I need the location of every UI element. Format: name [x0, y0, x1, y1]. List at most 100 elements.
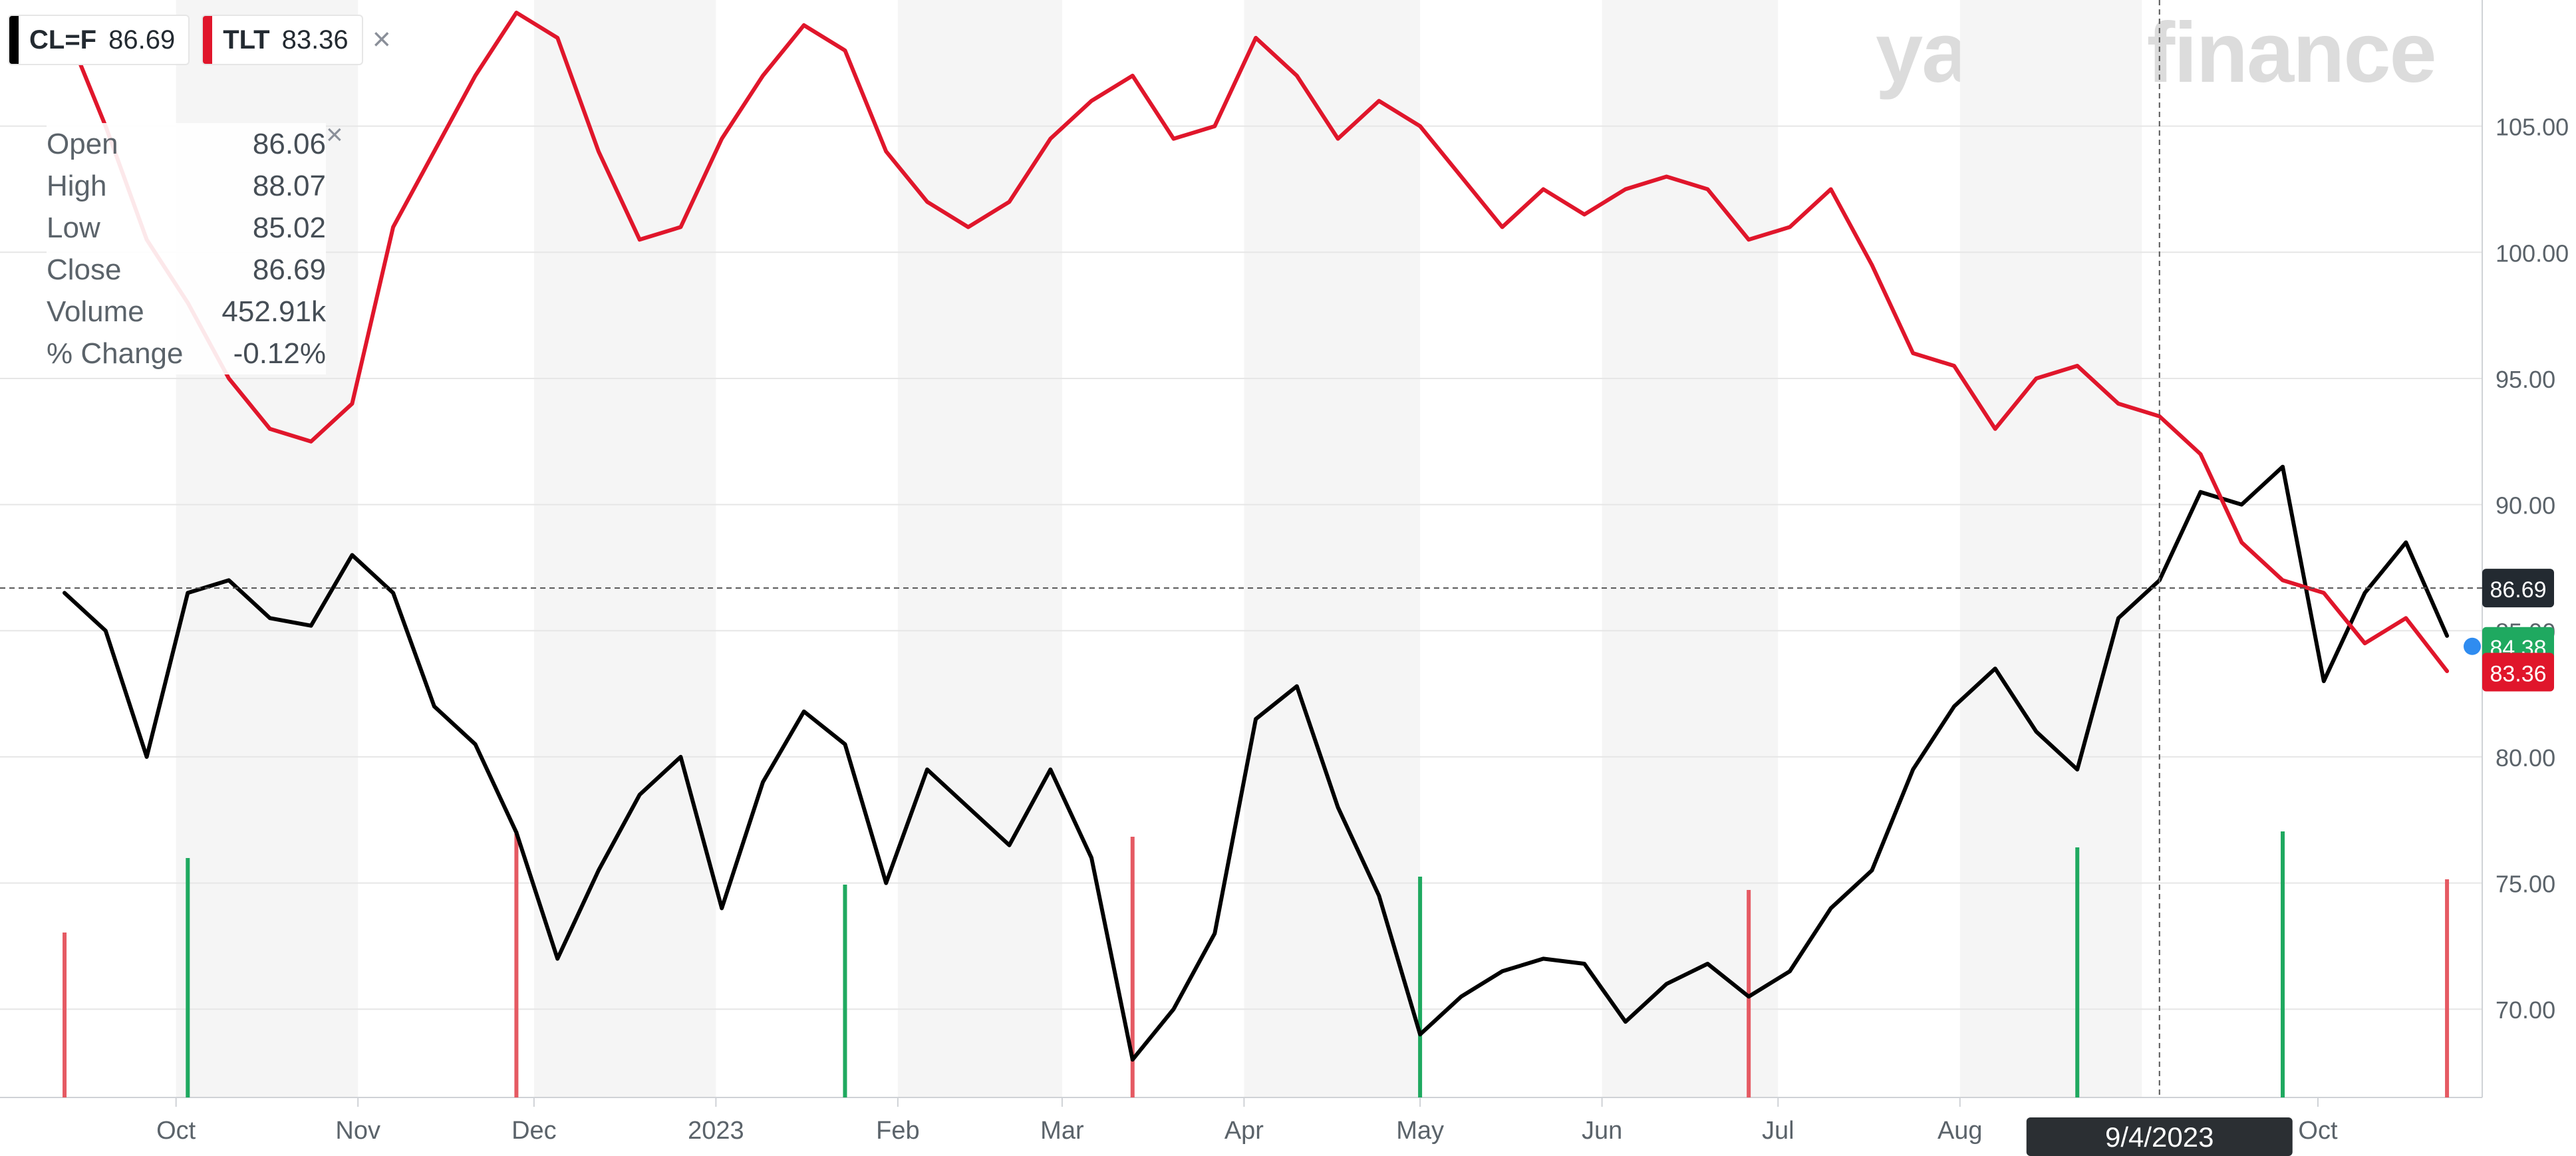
month-band: [1244, 0, 1421, 1097]
remove-comparison-close-icon[interactable]: ×: [372, 22, 391, 57]
data-point-clf: [1542, 958, 1544, 960]
data-point-tlt: [1296, 74, 1298, 76]
price-tag: [2482, 569, 2554, 608]
data-point-tlt: [1337, 138, 1339, 140]
data-point-tlt: [515, 11, 517, 13]
volume-bar: [514, 831, 519, 1097]
month-band: [1959, 0, 2142, 1097]
data-point-tlt: [2200, 453, 2202, 455]
x-tick-label: Jun: [1582, 1117, 1622, 1145]
data-point-clf: [557, 958, 559, 960]
data-point-clf: [1008, 844, 1010, 846]
data-point-clf: [1337, 806, 1339, 808]
data-point-clf: [1707, 962, 1709, 964]
data-point-clf: [2282, 466, 2284, 468]
tooltip-close-icon[interactable]: ×: [326, 118, 343, 151]
data-point-clf: [2035, 731, 2037, 732]
data-point-tlt: [2035, 377, 2037, 379]
data-point-tlt: [803, 24, 805, 26]
data-point-tlt: [1419, 125, 1421, 127]
data-point-clf: [146, 756, 148, 758]
data-point-clf: [1953, 706, 1955, 708]
data-point-clf: [1665, 983, 1667, 985]
data-point-clf: [2076, 768, 2078, 770]
data-point-tlt: [1789, 226, 1790, 228]
data-point-clf: [515, 831, 517, 833]
data-point-clf: [762, 781, 764, 783]
data-point-clf: [104, 630, 106, 632]
legend-item-tlt[interactable]: TLT 83.36: [202, 15, 363, 65]
volume-bar: [1418, 877, 1423, 1097]
x-tick-label: Feb: [876, 1117, 919, 1145]
data-point-tlt: [721, 138, 723, 140]
data-point-clf: [433, 706, 435, 708]
data-point-tlt: [1953, 365, 1955, 366]
y-tick-label: 105.00: [2496, 114, 2569, 141]
data-point-tlt: [639, 239, 641, 241]
legend-value: 83.36: [281, 25, 349, 55]
tooltip-value: -0.12%: [233, 337, 326, 370]
x-tick-label: Dec: [511, 1117, 557, 1145]
tooltip-label: % Change: [47, 337, 184, 370]
data-point-tlt: [2117, 402, 2119, 404]
data-point-clf: [926, 768, 928, 770]
data-point-tlt: [885, 150, 887, 152]
data-point-clf: [1131, 1059, 1133, 1061]
data-point-tlt: [433, 150, 435, 152]
data-point-clf: [844, 743, 846, 745]
data-point-clf: [1460, 996, 1462, 998]
data-point-clf: [1912, 768, 1914, 770]
tooltip-label: Close: [47, 253, 122, 286]
data-point-clf: [228, 579, 230, 581]
crosshair-date-box: [2026, 1117, 2293, 1156]
data-point-clf: [1871, 869, 1873, 871]
tooltip-row-high: High 88.07: [47, 165, 326, 207]
data-point-clf: [1748, 996, 1750, 998]
data-point-clf: [187, 592, 189, 594]
data-point-tlt: [1091, 100, 1093, 102]
legend-item-clf[interactable]: CL=F 86.69: [8, 15, 190, 65]
data-point-tlt: [844, 49, 846, 51]
data-point-tlt: [1008, 201, 1010, 203]
data-point-clf: [1050, 768, 1052, 770]
data-point-tlt: [2282, 579, 2284, 581]
data-point-clf: [2200, 491, 2202, 493]
data-point-clf: [1173, 1008, 1175, 1010]
data-point-tlt: [967, 226, 969, 228]
data-point-tlt: [1994, 428, 1996, 430]
data-point-clf: [269, 617, 271, 619]
price-tag: [2482, 652, 2554, 692]
month-band: [897, 0, 1062, 1097]
tooltip-label: High: [47, 169, 107, 202]
data-point-tlt: [351, 402, 353, 404]
data-point-clf: [2241, 504, 2243, 506]
data-point-tlt: [474, 74, 476, 76]
data-point-clf: [1584, 962, 1586, 964]
data-point-clf: [351, 554, 353, 556]
data-point-tlt: [228, 377, 230, 379]
data-point-clf: [639, 794, 641, 795]
tooltip-row-change: % Change -0.12%: [47, 333, 326, 374]
price-tag-label: 86.69: [2490, 577, 2546, 603]
legend-swatch-tlt: [203, 16, 213, 64]
data-point-tlt: [2446, 670, 2448, 672]
x-tick-label: May: [1396, 1117, 1444, 1145]
data-point-tlt: [2364, 643, 2366, 645]
data-point-clf: [1501, 970, 1503, 972]
x-tick-label: Mar: [1040, 1117, 1084, 1145]
data-point-tlt: [1460, 176, 1462, 178]
data-point-clf: [474, 743, 476, 745]
x-tick-label: Jul: [1762, 1117, 1794, 1145]
data-point-tlt: [680, 226, 682, 228]
tooltip-value: 88.07: [252, 169, 326, 202]
data-point-clf: [1624, 1021, 1626, 1023]
data-point-tlt: [1665, 176, 1667, 178]
data-point-tlt: [269, 428, 271, 430]
tooltip-value: 452.91k: [221, 295, 326, 328]
live-price-dot: [2464, 637, 2481, 655]
data-point-clf: [1789, 970, 1790, 972]
volume-bar: [2445, 879, 2450, 1097]
tooltip-label: Open: [47, 127, 118, 160]
tooltip-value: 86.06: [252, 127, 326, 160]
